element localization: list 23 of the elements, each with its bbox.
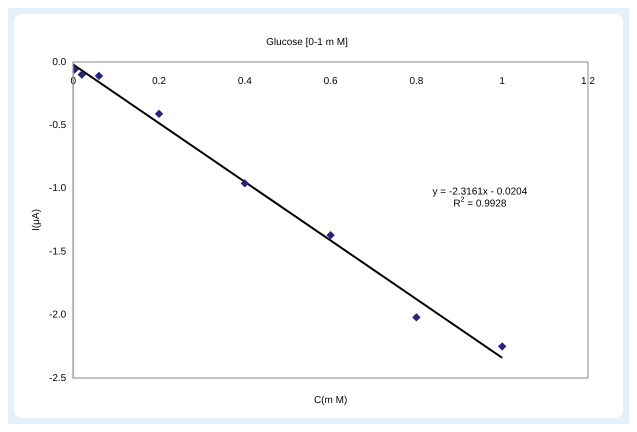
x-tick-label: 0.6: [324, 76, 338, 87]
point: [412, 313, 420, 322]
y-tick-label: 0.0: [52, 56, 67, 68]
point: [94, 72, 103, 80]
y-tick-label: -2.0: [48, 310, 67, 321]
y-tick-label: -1.0: [48, 183, 67, 194]
point: [155, 110, 164, 118]
y-axis-title: I(μA): [30, 209, 42, 231]
x-tick-label: 1.2: [581, 76, 596, 87]
point: [78, 70, 86, 79]
point: [498, 342, 506, 350]
annotation: y = -2.3161x - 0.0204: [432, 186, 528, 198]
point: [240, 179, 249, 188]
y-tick-label: -0.5: [48, 120, 67, 131]
chart-title: Glucose [0-1 m M]: [266, 36, 348, 48]
x-axis-title: C(m M): [314, 394, 348, 406]
x-tick-label: 0.2: [152, 76, 166, 87]
x-tick-label: 1: [499, 76, 506, 87]
x-tick-label: 0.8: [409, 76, 424, 87]
point: [326, 231, 335, 240]
x-tick-label: 0.4: [238, 76, 252, 87]
y-tick-label: -1.5: [48, 246, 67, 258]
y-tick-label: -2.5: [48, 372, 67, 384]
